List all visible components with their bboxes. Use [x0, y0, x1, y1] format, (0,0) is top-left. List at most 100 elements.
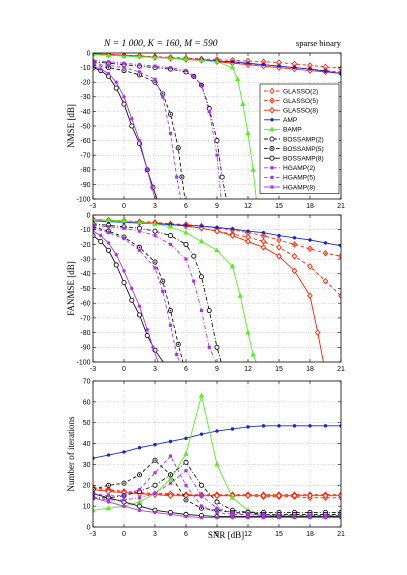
- series-line-hgamp2: [93, 59, 222, 199]
- y-tick-label: -10: [80, 65, 90, 72]
- data-point-glasso2: [260, 238, 267, 245]
- data-point-hgamp2: [199, 308, 204, 313]
- data-point-hgamp5: [137, 70, 142, 74]
- data-point-hgamp2: [137, 63, 142, 67]
- data-point-hgamp2: [230, 510, 235, 514]
- data-point-hgamp8: [106, 71, 111, 76]
- figure-header-matrix-type: sparse binary: [296, 38, 342, 48]
- legend-entry-label: HGAMP(5): [283, 175, 315, 182]
- data-point-hgamp2: [215, 506, 219, 510]
- data-point-amp: [308, 238, 312, 242]
- data-point-glasso8: [198, 224, 205, 232]
- data-point-hgamp2: [106, 60, 111, 64]
- legend-entry-label: BOSSAMP(8): [283, 156, 324, 163]
- data-point-hgamp8: [106, 500, 111, 504]
- data-point-hgamp8: [199, 515, 204, 520]
- data-point-hgamp8: [106, 241, 111, 245]
- data-point-hgamp5: [153, 471, 157, 475]
- y-tick-label: -80: [80, 167, 90, 174]
- data-point-bamp: [93, 53, 96, 57]
- data-point-hgamp5: [153, 77, 157, 81]
- data-point-hgamp8: [137, 304, 142, 308]
- data-point-hgamp8: [145, 327, 149, 332]
- data-point-glasso2: [322, 277, 329, 285]
- x-tick-label: -3: [90, 203, 96, 210]
- x-tick-label: 0: [122, 203, 126, 210]
- data-point-bossamp5-center: [154, 459, 156, 462]
- data-point-amp: [261, 424, 266, 428]
- data-point-hgamp5: [184, 483, 188, 487]
- y-tick-label: -70: [80, 315, 90, 322]
- series-line-hgamp2: [93, 224, 217, 362]
- x-tick-label: 12: [244, 531, 252, 538]
- data-point-amp: [184, 436, 188, 441]
- data-point-amp: [230, 427, 235, 431]
- data-point-bossamp2: [219, 174, 225, 180]
- data-point-hgamp8: [150, 185, 154, 190]
- data-point-bamp: [214, 58, 220, 64]
- data-point-bamp: [105, 505, 112, 511]
- data-point-glasso5-center: [262, 234, 265, 237]
- data-point-hgamp2: [184, 257, 188, 261]
- y-tick-label: -20: [80, 80, 90, 87]
- data-point-bamp: [237, 292, 243, 298]
- data-point-bossamp2: [214, 138, 220, 144]
- data-point-hgamp8: [99, 67, 103, 71]
- data-point-bossamp5-center: [177, 343, 180, 346]
- data-point-amp: [339, 424, 341, 428]
- data-point-amp: [122, 450, 126, 454]
- data-point-amp: [106, 453, 111, 457]
- data-point-hgamp5: [168, 131, 173, 135]
- data-point-hgamp8: [308, 515, 312, 520]
- data-point-hgamp2: [137, 496, 142, 500]
- data-point-hgamp8: [122, 504, 126, 508]
- data-point-hgamp5: [137, 248, 142, 252]
- data-point-hgamp2: [168, 481, 173, 485]
- data-point-glasso8: [276, 492, 282, 500]
- x-tick-label: 15: [275, 531, 283, 538]
- legend-entry-label: BOSSAMP(5): [283, 146, 324, 153]
- data-point-bossamp8: [113, 85, 119, 91]
- data-point-hgamp5: [161, 289, 165, 294]
- data-point-hgamp8: [323, 515, 328, 520]
- data-point-hgamp5: [93, 492, 95, 496]
- data-point-glasso5-center: [293, 243, 296, 246]
- data-point-hgamp8: [145, 168, 149, 172]
- data-point-hgamp8: [130, 117, 134, 121]
- figure-header-parameters: N = 1 000, K = 160, M = 590: [103, 39, 218, 49]
- y-tick-label: 20: [83, 483, 91, 490]
- data-point-glasso8: [245, 238, 251, 245]
- data-point-bamp: [105, 53, 112, 58]
- y-tick-label: -40: [80, 109, 90, 116]
- x-tick-label: 12: [244, 203, 252, 210]
- x-tick-label: 21: [337, 531, 345, 538]
- x-tick-label: 21: [337, 366, 345, 373]
- legend-entry-label: BOSSAMP(2): [283, 136, 324, 143]
- data-point-bamp: [250, 166, 256, 172]
- y-axis-label: Number of iterations: [66, 416, 76, 491]
- data-point-glasso8: [276, 252, 282, 260]
- x-tick-label: -3: [90, 366, 96, 373]
- data-point-bossamp2: [183, 459, 189, 465]
- data-point-hgamp5: [122, 236, 126, 241]
- data-point-amp: [339, 244, 341, 248]
- series-line-hgamp5: [93, 62, 182, 199]
- data-point-bossamp5-center: [177, 147, 180, 149]
- x-tick-label: 0: [122, 531, 126, 538]
- legend-swatch-marker: [270, 175, 274, 179]
- x-tick-label: 6: [184, 366, 188, 373]
- data-point-hgamp5: [122, 66, 126, 70]
- data-point-bamp: [152, 220, 158, 226]
- series-group: [93, 392, 341, 520]
- data-point-hgamp2: [106, 498, 111, 502]
- data-point-hgamp2: [137, 229, 142, 233]
- y-tick-label: -80: [80, 330, 90, 337]
- data-point-glasso8: [322, 492, 329, 500]
- legend-swatch-marker: [270, 166, 274, 170]
- data-point-bossamp5-center: [107, 66, 110, 69]
- data-point-hgamp8: [122, 269, 126, 273]
- series-line-bossamp2: [93, 461, 341, 513]
- y-tick-label: 0: [87, 50, 91, 57]
- data-point-amp: [153, 442, 157, 447]
